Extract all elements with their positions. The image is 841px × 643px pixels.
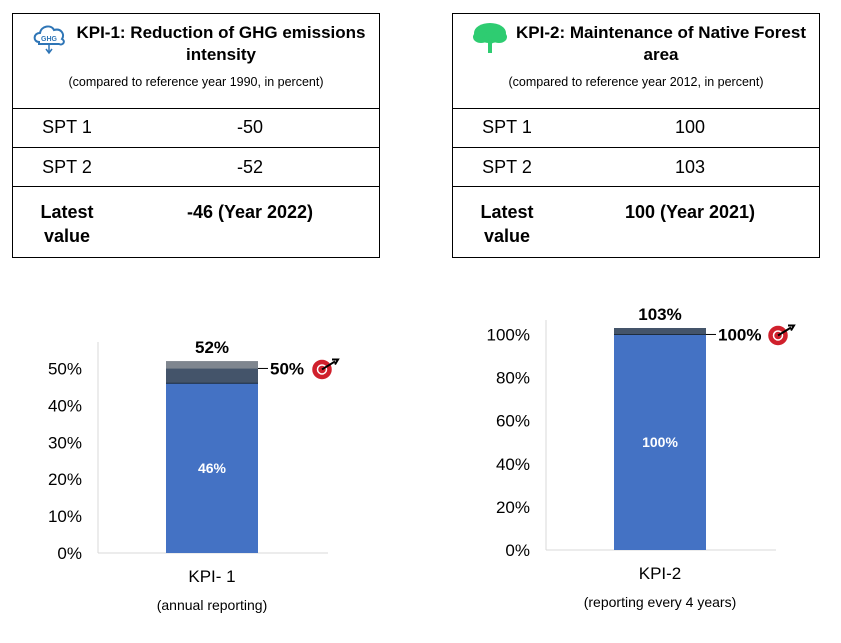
y-tick-label: 40% [48, 396, 82, 415]
y-tick-label: 50% [48, 359, 82, 378]
y-tick-label: 80% [496, 369, 530, 388]
row-value: -52 [236, 157, 263, 177]
bar-segment [614, 334, 706, 550]
latest-value: 100 (Year 2021) [624, 202, 756, 222]
x-category-label: KPI- 1 [188, 567, 235, 586]
kpi1-row-spt1: SPT 1 -50 [13, 108, 379, 148]
y-tick-label: 20% [496, 498, 530, 517]
tree-icon [473, 23, 507, 53]
kpi1-header: GHG KPI-1: Reduction of GHG emissions in… [13, 14, 379, 109]
row-value: 100 [674, 117, 706, 137]
kpi2-header: KPI-2: Maintenance of Native Forest area… [453, 14, 819, 109]
kpi1-row-spt2: SPT 2 -52 [13, 148, 379, 187]
y-tick-label: 40% [496, 455, 530, 474]
kpi2-title: KPI-2: Maintenance of Native Forest area [515, 23, 806, 64]
target-label: 50% [270, 359, 304, 378]
kpi2-row-latest: Latest value 100 (Year 2021) [453, 187, 819, 258]
latest-value: -46 (Year 2022) [186, 202, 314, 222]
y-tick-label: 30% [48, 433, 82, 452]
total-label: 103% [638, 305, 681, 324]
bar-segment [614, 328, 706, 335]
kpi1-table: GHG KPI-1: Reduction of GHG emissions in… [12, 13, 380, 258]
row-value: -50 [236, 117, 263, 137]
y-tick-label: 20% [48, 470, 82, 489]
bar-segment [166, 383, 258, 553]
kpi2-table: KPI-2: Maintenance of Native Forest area… [452, 13, 820, 258]
latest-label: Latest value [480, 202, 534, 246]
bar-data-label: 100% [642, 434, 678, 450]
chart-subtitle: (reporting every 4 years) [584, 594, 737, 610]
kpi1-title: KPI-1: Reduction of GHG emissions intens… [76, 23, 366, 64]
kpi2-row-spt1: SPT 1 100 [453, 108, 819, 148]
chart-subtitle: (annual reporting) [157, 597, 268, 613]
latest-label: Latest value [40, 202, 94, 246]
bar-data-label: 46% [198, 460, 227, 476]
row-value: 103 [674, 157, 706, 177]
y-tick-label: 60% [496, 412, 530, 431]
row-label: SPT 2 [482, 157, 532, 177]
ghg-cloud-icon: GHG [33, 25, 65, 55]
kpi1-subtitle: (compared to reference year 1990, in per… [68, 75, 324, 89]
target-label: 100% [718, 325, 761, 344]
bar-segment [166, 361, 258, 369]
target-icon [312, 358, 340, 380]
kpi2-subtitle: (compared to reference year 2012, in per… [508, 75, 764, 89]
row-label: SPT 2 [42, 157, 92, 177]
kpi1-chart: 0% 10% 20% 30% 40% 50% 46% 52% 50% KPI- 1 (annual … [48, 338, 340, 613]
ghg-icon-text: GHG [41, 36, 58, 43]
kpi2-chart: 0% 20% 40% 60% 80% 100% 100% 103% 100% KPI-2 (repo… [487, 305, 796, 610]
y-tick-label: 10% [48, 507, 82, 526]
total-label: 52% [195, 338, 229, 357]
kpi2-row-spt2: SPT 2 103 [453, 148, 819, 187]
row-label: SPT 1 [42, 117, 92, 137]
target-icon [768, 324, 796, 346]
bar-segment [166, 368, 258, 384]
kpi1-row-latest: Latest value -46 (Year 2022) [13, 187, 379, 258]
row-label: SPT 1 [482, 117, 532, 137]
x-category-label: KPI-2 [639, 564, 682, 583]
y-tick-label: 0% [57, 544, 82, 563]
y-tick-label: 100% [487, 325, 530, 344]
y-tick-label: 0% [505, 541, 530, 560]
